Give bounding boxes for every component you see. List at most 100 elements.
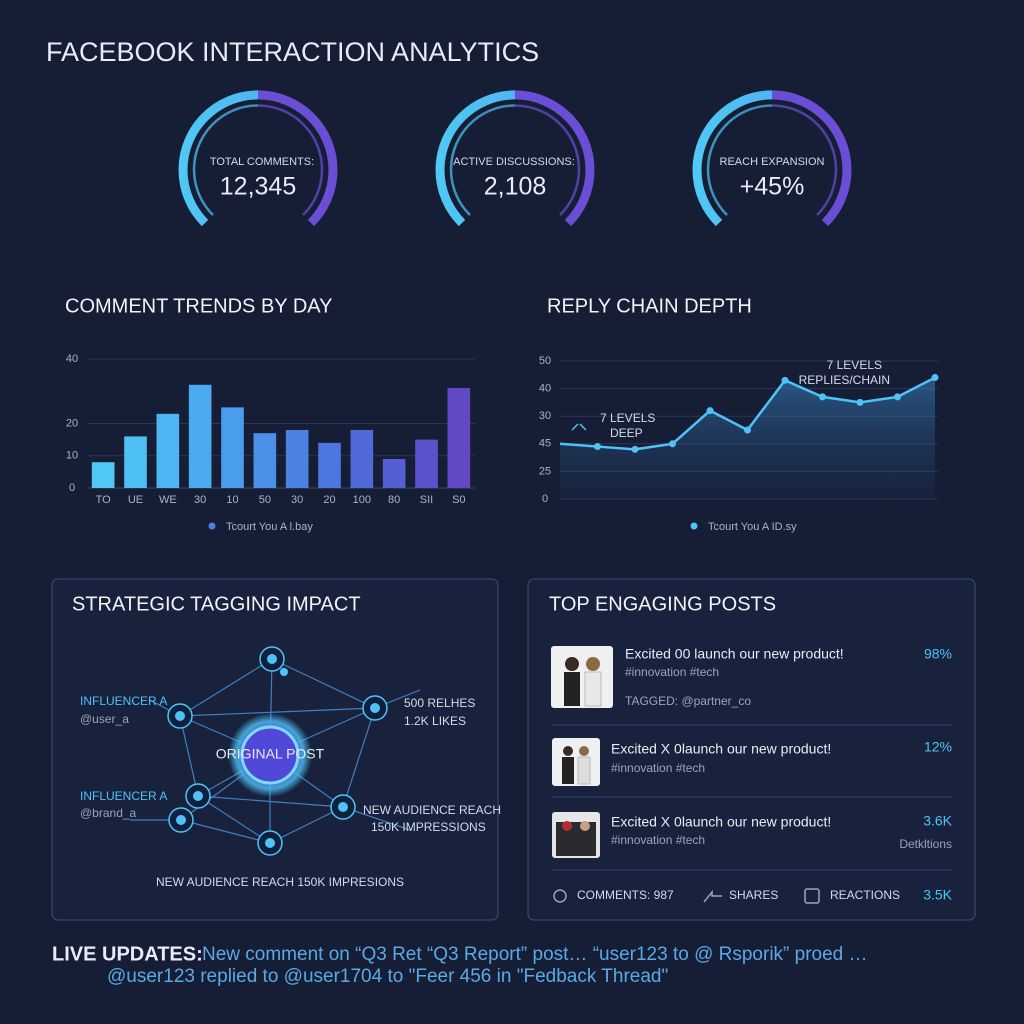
post-row[interactable]: Excited X 0launch our new product! #inno… <box>552 812 953 858</box>
node-label: INFLUENCER A <box>80 789 167 803</box>
marker <box>894 393 901 401</box>
post-thumbnail <box>552 738 600 786</box>
center-label: ORIGINAL POST <box>216 746 325 762</box>
gauge-label: TOTAL COMMENTS: <box>210 156 314 168</box>
bar <box>221 407 244 488</box>
gauge-arc <box>178 90 338 227</box>
node-dot <box>370 703 380 713</box>
marker <box>931 374 939 382</box>
thumb-figure <box>563 746 573 756</box>
thumb-figure <box>562 757 574 784</box>
marker <box>631 445 639 453</box>
post-metric: 12% <box>924 739 952 755</box>
post-metric: 98% <box>924 646 952 662</box>
gauge-inner-arc <box>706 104 838 216</box>
thumb-figure <box>564 672 580 706</box>
comment-icon <box>553 889 567 903</box>
node-dot <box>176 815 186 825</box>
bar <box>124 436 147 488</box>
page-title: FACEBOOK INTERACTION ANALYTICS <box>46 37 539 67</box>
chart-title: REPLY CHAIN DEPTH <box>547 295 752 317</box>
comments-count[interactable]: COMMENTS: 987 <box>577 888 674 902</box>
reactions-label[interactable]: REACTIONS <box>830 888 900 902</box>
thumb-figure <box>577 756 591 785</box>
x-tick-label: 10 <box>226 494 238 506</box>
annotation: 7 LEVELS <box>827 358 882 372</box>
thumb-figure <box>565 657 579 671</box>
node-dot <box>338 802 348 812</box>
bar <box>318 442 341 488</box>
network: ORIGINAL POST <box>130 646 421 856</box>
gauge-label: ACTIVE DISCUSSIONS: <box>453 156 575 168</box>
thumb-figure <box>586 657 600 671</box>
node-dot <box>267 654 277 664</box>
annotation: REPLIES/CHAIN <box>799 373 890 387</box>
node-dot <box>175 711 185 721</box>
annotation-arrows <box>571 423 587 431</box>
gauge: ACTIVE DISCUSSIONS: 2,108 <box>435 90 595 227</box>
x-tick-label: 30 <box>291 494 303 506</box>
node-sublabel: 1.2K LIKES <box>404 714 466 728</box>
post-footer: COMMENTS: 987 SHARES REACTIONS 3.5K <box>553 887 953 904</box>
bar <box>350 429 374 488</box>
legend-swatch <box>208 522 216 530</box>
marker <box>744 426 751 434</box>
y-tick-label: 0 <box>69 482 75 494</box>
x-tick-label: 100 <box>353 494 371 506</box>
post-text: Excited 00 launch our new product! <box>625 646 844 662</box>
legend-label: Tcourt You A l.bay <box>226 521 313 533</box>
post-tags: #innovation #tech <box>611 761 705 775</box>
x-tick-label: 80 <box>388 494 400 506</box>
bar <box>156 413 180 488</box>
thumb-figure <box>556 822 596 856</box>
chart-title: COMMENT TRENDS BY DAY <box>65 295 332 317</box>
gauge-value: +45% <box>740 173 805 201</box>
y-tick-label: 40 <box>66 353 78 365</box>
live-label: LIVE UPDATES: <box>52 943 203 965</box>
node-sublabel: @user_a <box>80 712 129 726</box>
marker <box>856 398 864 406</box>
y-tick-label: 30 <box>539 410 551 422</box>
gauge-value: 2,108 <box>484 173 547 201</box>
shares-label[interactable]: SHARES <box>729 888 778 902</box>
y-tick-label: 20 <box>66 417 78 429</box>
post-text: Excited X 0launch our new product! <box>611 741 831 757</box>
share-icon <box>703 889 722 903</box>
marker <box>594 443 601 451</box>
gauge-arc <box>435 90 595 227</box>
gauge: REACH EXPANSION +45% <box>692 90 852 227</box>
thumb-figure <box>584 671 602 707</box>
post-text: Excited X 0launch our new product! <box>611 814 831 830</box>
reactions-value: 3.5K <box>923 887 952 903</box>
panel <box>527 578 976 921</box>
bar <box>382 458 406 488</box>
x-tick-label: TO <box>96 494 112 506</box>
x-tick-label: S0 <box>452 494 465 506</box>
area <box>560 377 935 499</box>
post-row[interactable]: Excited X 0launch our new product! #inno… <box>552 738 952 786</box>
reaction-icon <box>804 888 820 904</box>
node-label: 500 RELHES <box>404 696 475 710</box>
marker <box>819 393 826 401</box>
marker <box>781 376 789 384</box>
x-tick-label: 30 <box>194 494 206 506</box>
post-tagged: TAGGED: @partner_co <box>625 694 751 708</box>
gauge-value: 12,345 <box>220 173 296 201</box>
post-row[interactable]: Excited 00 launch our new product! #inno… <box>551 646 952 708</box>
thumb-figure <box>579 746 589 756</box>
post-metric: 3.6K <box>923 813 952 829</box>
node-label: NEW AUDIENCE REACH <box>363 803 501 817</box>
node-dot <box>193 791 203 801</box>
gauge: TOTAL COMMENTS: 12,345 <box>178 90 338 227</box>
gauge-label: REACH EXPANSION <box>720 156 825 168</box>
y-tick-label: 50 <box>539 355 551 367</box>
y-tick-label: 10 <box>66 450 78 462</box>
gauge-arc <box>692 90 852 227</box>
y-tick-label: 45 <box>539 438 551 450</box>
panel-title: TOP ENGAGING POSTS <box>549 593 776 615</box>
node-sublabel: 150K IMPRESSIONS <box>371 820 486 834</box>
gauge-inner-arc <box>449 104 581 216</box>
y-tick-label: 40 <box>539 383 551 395</box>
gauge-inner-arc <box>192 104 324 216</box>
